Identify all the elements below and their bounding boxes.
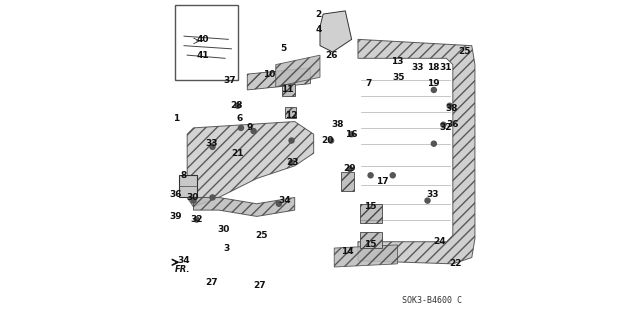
Text: 40: 40: [196, 35, 209, 44]
Polygon shape: [358, 39, 475, 264]
Text: 37: 37: [223, 76, 236, 85]
Text: 28: 28: [230, 101, 243, 110]
Text: 34: 34: [177, 256, 189, 265]
Bar: [360, 232, 381, 248]
Text: 38: 38: [445, 104, 458, 113]
Circle shape: [236, 103, 240, 108]
Text: 24: 24: [433, 237, 446, 246]
Text: 15: 15: [364, 241, 376, 249]
Circle shape: [210, 144, 215, 149]
Text: 7: 7: [366, 79, 372, 88]
Circle shape: [425, 198, 430, 203]
Text: 36: 36: [169, 190, 181, 199]
Text: 8: 8: [181, 171, 187, 180]
Text: 38: 38: [332, 120, 344, 129]
Polygon shape: [320, 11, 351, 52]
Text: 15: 15: [364, 203, 376, 211]
Bar: [341, 172, 354, 191]
Circle shape: [431, 141, 436, 146]
Text: 4: 4: [316, 25, 322, 34]
Text: 3: 3: [223, 243, 230, 253]
Text: 14: 14: [340, 247, 353, 256]
Circle shape: [447, 103, 452, 108]
Text: 11: 11: [280, 85, 293, 94]
Text: 30: 30: [218, 225, 230, 234]
Circle shape: [276, 201, 282, 206]
Circle shape: [239, 125, 243, 130]
Text: 36: 36: [447, 120, 459, 129]
Text: 13: 13: [391, 57, 404, 66]
Text: SOK3-B4600 C: SOK3-B4600 C: [402, 296, 462, 305]
Text: 25: 25: [458, 48, 471, 56]
Circle shape: [289, 138, 294, 143]
Text: 21: 21: [232, 149, 244, 158]
Text: 20: 20: [322, 136, 334, 145]
Text: 5: 5: [280, 44, 287, 53]
Polygon shape: [334, 245, 397, 267]
Text: 16: 16: [346, 130, 358, 139]
Circle shape: [289, 160, 294, 165]
Bar: [285, 107, 296, 118]
Polygon shape: [193, 197, 294, 216]
Text: 41: 41: [196, 51, 209, 60]
Text: 2: 2: [316, 10, 321, 19]
Text: 29: 29: [343, 165, 355, 174]
Circle shape: [191, 198, 196, 203]
Circle shape: [251, 129, 256, 134]
Bar: [282, 84, 294, 96]
Text: 1: 1: [173, 114, 179, 123]
Text: 23: 23: [286, 158, 299, 167]
Text: 22: 22: [449, 259, 461, 268]
Text: 26: 26: [326, 51, 338, 60]
Circle shape: [194, 217, 199, 222]
Text: 6: 6: [236, 114, 243, 123]
Text: 30: 30: [187, 193, 199, 202]
Text: 12: 12: [285, 111, 298, 120]
Text: 39: 39: [170, 212, 182, 221]
Circle shape: [368, 173, 373, 178]
Text: 31: 31: [440, 63, 452, 72]
Text: 27: 27: [205, 278, 218, 287]
Circle shape: [390, 173, 396, 178]
Text: 34: 34: [278, 196, 291, 205]
Circle shape: [441, 122, 446, 127]
Bar: [175, 4, 238, 80]
Polygon shape: [247, 68, 310, 90]
Text: 27: 27: [253, 281, 266, 291]
Text: 25: 25: [255, 231, 268, 240]
Polygon shape: [187, 122, 314, 207]
Circle shape: [431, 87, 436, 93]
Circle shape: [210, 195, 215, 200]
Text: FR.: FR.: [175, 265, 190, 274]
Bar: [360, 204, 381, 223]
Text: 33: 33: [412, 63, 424, 72]
Text: 19: 19: [427, 79, 439, 88]
Circle shape: [328, 138, 333, 143]
Circle shape: [348, 167, 353, 172]
Circle shape: [349, 132, 354, 137]
Text: 10: 10: [263, 70, 276, 78]
Text: 17: 17: [376, 177, 389, 186]
Polygon shape: [276, 55, 320, 87]
Text: 33: 33: [205, 139, 218, 148]
Text: 33: 33: [426, 190, 438, 199]
Text: 35: 35: [392, 73, 404, 82]
Text: 32: 32: [440, 123, 452, 132]
Text: 32: 32: [191, 215, 203, 224]
Text: 9: 9: [246, 123, 253, 132]
Bar: [179, 175, 196, 197]
Text: 18: 18: [427, 63, 439, 72]
